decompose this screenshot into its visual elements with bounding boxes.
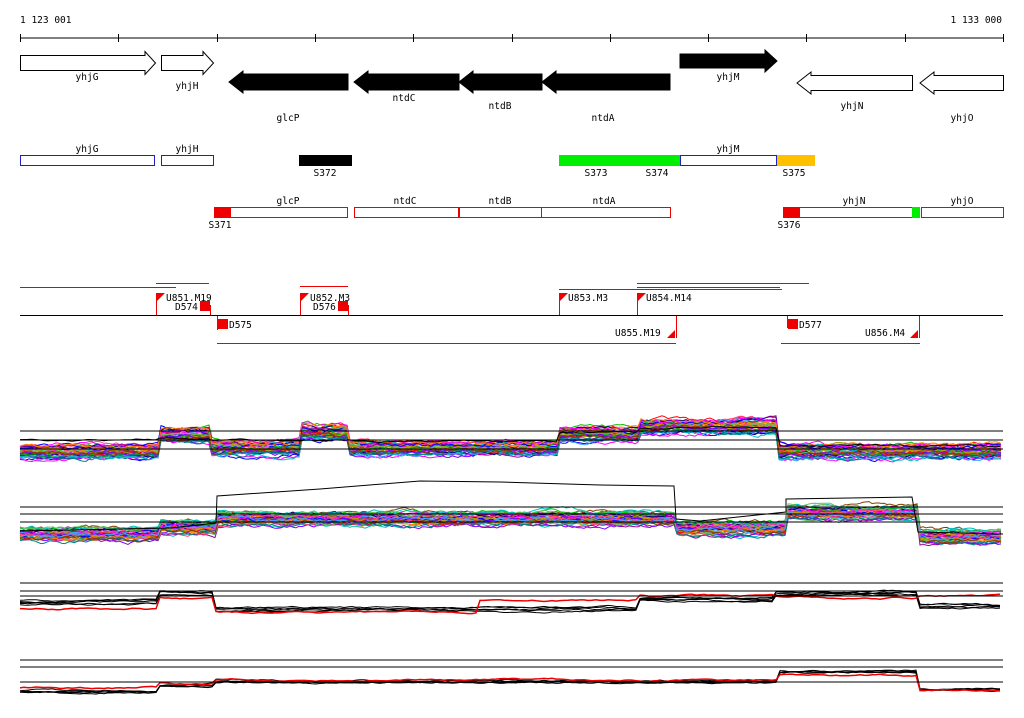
minus-strand-track: S371 glcP ntdC ntdB ntdA S376 yhjN yhjO bbox=[209, 196, 1004, 231]
feature-box-D575[interactable] bbox=[218, 319, 228, 329]
minus-box-label-yhjO: yhjO bbox=[951, 196, 974, 207]
gene-arrow-yhjM[interactable]: yhjM bbox=[679, 48, 778, 83]
profile-2-trace bbox=[19, 508, 1002, 540]
feature-box-D574[interactable] bbox=[200, 301, 210, 311]
profile-1-reference bbox=[19, 426, 1001, 448]
feature-track: U851.M19 U852.M3 U853.M3 U854.M14 D574 D… bbox=[20, 283, 1003, 344]
minus-box-label-ntdC: ntdC bbox=[394, 196, 417, 207]
minus-box-ntdB[interactable] bbox=[459, 207, 542, 218]
plus-box-yhjG[interactable] bbox=[20, 155, 155, 166]
gene-label-ntdC: ntdC bbox=[393, 93, 416, 104]
segment-label-S374: S374 bbox=[646, 168, 669, 179]
gene-arrow-yhjG[interactable]: yhjG bbox=[20, 50, 157, 84]
gene-label-glcP: glcP bbox=[277, 113, 300, 124]
plus-strand-track: yhjG yhjH S372 S373 S374 yhjM S375 bbox=[20, 144, 815, 179]
feature-label-D574: D574 bbox=[175, 302, 198, 313]
gene-arrow-glcP[interactable]: glcP bbox=[228, 69, 349, 124]
plus-box-label-yhjM: yhjM bbox=[717, 144, 740, 155]
feature-label-U856[interactable]: U856.M4 bbox=[865, 328, 905, 339]
profile-panel-3 bbox=[19, 589, 1001, 615]
feature-label-D577: D577 bbox=[799, 320, 822, 331]
profile-3-trace bbox=[19, 593, 1001, 614]
feature-label-U851[interactable]: U851.M19 bbox=[166, 293, 212, 304]
gene-track: yhjG yhjH glcP ntdC ntdB ntdA yhjM yhjN bbox=[20, 48, 1004, 124]
minus-box-label-ntdB: ntdB bbox=[489, 196, 512, 207]
plus-box-label-yhjH: yhjH bbox=[176, 144, 199, 155]
feature-label-D576: D576 bbox=[313, 302, 336, 313]
gene-arrow-ntdB[interactable]: ntdB bbox=[458, 69, 543, 112]
gene-label-ntdA: ntdA bbox=[592, 113, 615, 124]
segment-label-S371: S371 bbox=[209, 220, 232, 231]
profile-3-red-trace bbox=[19, 593, 1001, 615]
ruler-start-label: 1 123 001 bbox=[20, 15, 72, 26]
feature-flag-U854 bbox=[638, 293, 646, 301]
feature-box-D576[interactable] bbox=[338, 301, 348, 311]
minus-box-label-glcP: glcP bbox=[277, 196, 300, 207]
segment-S376[interactable] bbox=[783, 207, 799, 218]
feature-label-U855[interactable]: U855.M19 bbox=[615, 328, 661, 339]
gene-label-yhjG: yhjG bbox=[76, 72, 99, 83]
segment-S373[interactable] bbox=[559, 155, 680, 166]
feature-label-D575: D575 bbox=[229, 320, 252, 331]
minus-box-ntdC[interactable] bbox=[354, 207, 459, 218]
minus-marker-green bbox=[912, 207, 920, 218]
ruler-ticks bbox=[20, 34, 1004, 42]
profile-3-trace bbox=[19, 592, 1001, 612]
coordinate-ruler: 1 123 001 1 133 000 bbox=[20, 15, 1004, 42]
feature-label-U854[interactable]: U854.M14 bbox=[646, 293, 692, 304]
profile-1-trace bbox=[19, 418, 1002, 451]
segment-S372[interactable] bbox=[299, 155, 352, 166]
profile-panel-2 bbox=[19, 480, 1004, 547]
gene-label-yhjM: yhjM bbox=[717, 72, 740, 83]
segment-label-S375: S375 bbox=[783, 168, 806, 179]
gene-label-yhjO: yhjO bbox=[951, 113, 974, 124]
gene-label-ntdB: ntdB bbox=[489, 101, 512, 112]
gene-arrow-yhjO[interactable]: yhjO bbox=[919, 70, 1004, 124]
segment-S375[interactable] bbox=[777, 155, 815, 166]
feature-label-U853[interactable]: U853.M3 bbox=[568, 293, 608, 304]
feature-box-D577[interactable] bbox=[788, 319, 798, 329]
gene-arrow-yhjN[interactable]: yhjN bbox=[796, 70, 913, 112]
profile-3-trace bbox=[19, 589, 1001, 609]
minus-box-glcP[interactable] bbox=[230, 207, 348, 218]
plus-box-yhjM[interactable] bbox=[680, 155, 777, 166]
segment-S371[interactable] bbox=[214, 207, 230, 218]
feature-flag-U852 bbox=[301, 293, 309, 301]
gene-label-yhjH: yhjH bbox=[176, 81, 199, 92]
plus-box-yhjH[interactable] bbox=[161, 155, 214, 166]
profile-2-reference bbox=[19, 480, 1004, 535]
gene-arrow-ntdC[interactable]: ntdC bbox=[353, 69, 460, 104]
minus-box-label-yhjN: yhjN bbox=[843, 196, 866, 207]
segment-label-S373: S373 bbox=[585, 168, 608, 179]
feature-flag-U856 bbox=[910, 330, 918, 338]
feature-flag-U851 bbox=[157, 293, 165, 301]
segment-label-S372: S372 bbox=[314, 168, 337, 179]
gene-arrow-yhjH[interactable]: yhjH bbox=[161, 50, 215, 93]
plus-box-label-yhjG: yhjG bbox=[76, 144, 99, 155]
feature-flag-U853 bbox=[560, 293, 568, 301]
minus-box-yhjO[interactable] bbox=[921, 207, 1004, 218]
minus-box-label-ntdA: ntdA bbox=[593, 196, 616, 207]
profile-panel-1 bbox=[19, 415, 1002, 463]
profile-4-red-trace bbox=[19, 673, 1001, 692]
gene-label-yhjN: yhjN bbox=[841, 101, 864, 112]
minus-box-ntdA[interactable] bbox=[541, 207, 671, 218]
minus-box-yhjN[interactable] bbox=[799, 207, 914, 218]
feature-label-U852[interactable]: U852.M3 bbox=[310, 293, 350, 304]
feature-flag-U855 bbox=[667, 330, 675, 338]
ruler-end-label: 1 133 000 bbox=[951, 15, 1003, 26]
gene-arrow-ntdA[interactable]: ntdA bbox=[541, 69, 671, 124]
expression-profiles bbox=[19, 415, 1004, 695]
segment-label-S376: S376 bbox=[778, 220, 801, 231]
